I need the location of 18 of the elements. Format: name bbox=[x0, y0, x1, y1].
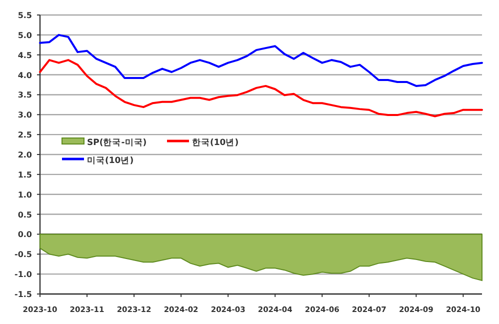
y-tick-label: 4.0 bbox=[18, 70, 32, 80]
legend-label: 미국(10년) bbox=[87, 156, 134, 166]
y-tick-label: 0.5 bbox=[18, 210, 32, 220]
y-tick-label: 0.0 bbox=[18, 230, 32, 240]
y-tick-label: 5.0 bbox=[18, 30, 32, 40]
y-tick-label: 3.0 bbox=[18, 110, 32, 120]
y-tick-label: 5.5 bbox=[18, 11, 32, 20]
y-tick-label: 4.5 bbox=[18, 50, 32, 60]
y-tick-label: 1.5 bbox=[18, 170, 32, 180]
legend-label: SP(한국-미국) bbox=[87, 138, 147, 148]
y-tick-label: -1.0 bbox=[14, 270, 32, 280]
y-tick-label: 1.0 bbox=[18, 190, 32, 200]
y-tick-label: 2.5 bbox=[18, 130, 32, 140]
y-tick-label: -1.5 bbox=[14, 290, 32, 299]
y-tick-label: 2.0 bbox=[18, 150, 32, 160]
y-tick-label: 3.5 bbox=[18, 90, 32, 100]
y-tick-label: -0.5 bbox=[14, 250, 32, 260]
legend-label: 한국(10년) bbox=[192, 138, 239, 148]
